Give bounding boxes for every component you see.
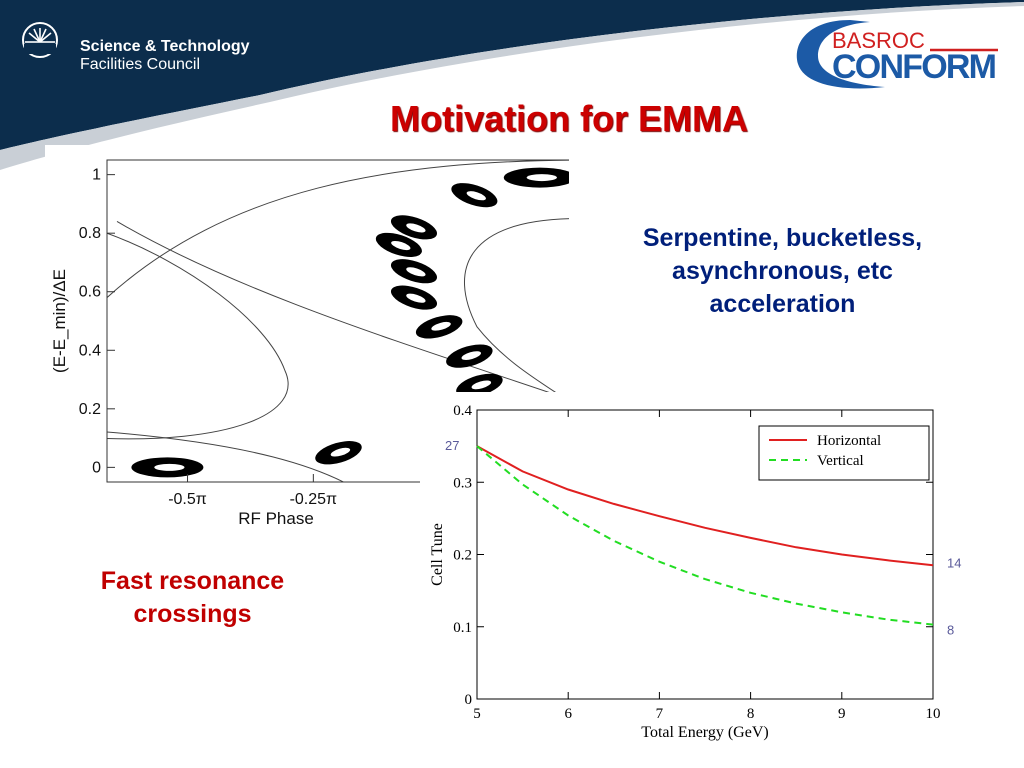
separatrix-curve xyxy=(116,221,570,401)
bunch-markers xyxy=(131,167,570,478)
bullet-right-line: Serpentine, bucketless, xyxy=(642,224,923,252)
y-tick-label: 0 xyxy=(465,692,473,708)
bunch-inner xyxy=(154,463,185,471)
x-tick-label: -0.5π xyxy=(168,491,207,508)
bunch-inner xyxy=(471,380,492,390)
y-axis-label: Cell Tune xyxy=(429,523,446,586)
y-tick-label: 0.4 xyxy=(453,403,472,419)
x-tick-label: -0.25π xyxy=(290,491,338,508)
y-tick-label: 0.8 xyxy=(79,225,101,242)
x-tick-label: 7 xyxy=(656,706,664,722)
series-line-vertical xyxy=(476,445,934,626)
separatrix-curve xyxy=(464,218,570,403)
tune-chart: 0 0.1 0.2 0.3 0.4 5 6 7 8 9 10 Total Energy (GeV) Ce… xyxy=(420,392,980,754)
logo-top-text: BASROC xyxy=(832,28,925,53)
bunch-inner xyxy=(330,447,351,457)
bunch-marker xyxy=(131,457,204,478)
bunch-marker xyxy=(446,344,493,368)
bunch-inner xyxy=(406,267,426,277)
slide-title: Motivation for EMMA xyxy=(390,98,748,139)
separatrix-curve xyxy=(107,431,345,482)
bullet-right-line: acceleration xyxy=(709,290,856,318)
y-tick-label: 0.2 xyxy=(453,548,472,564)
y-tick-label: 0 xyxy=(92,459,101,476)
phase-right-cover xyxy=(569,155,575,487)
annotation-horizontal-end: 14 xyxy=(947,555,961,570)
bunch-inner xyxy=(406,293,426,303)
separatrix-group xyxy=(107,160,570,482)
bullet-right-line: asynchronous, etc xyxy=(672,257,893,285)
y-tick-label: 0.3 xyxy=(453,475,472,491)
x-tick-label: 5 xyxy=(473,706,481,722)
bullet-left-line: Fast resonance xyxy=(100,567,285,595)
y-tick-label: 0.4 xyxy=(79,342,101,359)
conform-logo: BASROC CONFORM xyxy=(796,20,998,89)
series-line-horizontal xyxy=(476,445,934,567)
bunch-marker xyxy=(415,315,463,339)
bunch-marker xyxy=(315,441,362,465)
x-axis-label: RF Phase xyxy=(238,509,314,525)
bunch-inner xyxy=(406,223,426,233)
legend-box xyxy=(758,425,930,481)
legend-label: Horizontal xyxy=(817,433,881,449)
x-tick-label: 6 xyxy=(564,706,572,722)
bunch-inner xyxy=(466,191,486,201)
bunch-inner xyxy=(461,351,482,360)
bunch-inner xyxy=(431,321,451,331)
bullet-serpentine: Serpentine, bucketless, asynchronous, et… xyxy=(575,222,990,321)
annotation-vertical-end: 8 xyxy=(947,623,954,638)
bunch-inner xyxy=(526,174,557,182)
bunch-inner xyxy=(391,240,411,251)
separatrix-curve xyxy=(107,232,289,440)
y-axis-label: (E-E_min)/ΔE xyxy=(50,269,69,373)
x-axis-label: Total Energy (GeV) xyxy=(641,724,768,741)
y-tick-label: 0.6 xyxy=(79,284,101,301)
bunch-marker xyxy=(390,285,438,310)
bunch-marker xyxy=(451,183,498,208)
x-tick-label: 10 xyxy=(926,706,941,722)
logo-bottom-text: CONFORM xyxy=(832,48,997,86)
bullet-fast-resonance: Fast resonance crossings xyxy=(40,565,345,631)
y-tick-label: 1 xyxy=(92,167,101,184)
header-navy-swoosh xyxy=(0,0,1024,150)
bunch-marker xyxy=(390,215,438,240)
header-band xyxy=(0,0,1024,170)
annotation-start: 27 xyxy=(445,438,459,453)
org-name-line2: Facilities Council xyxy=(80,56,201,73)
y-tick-label: 0.2 xyxy=(79,401,101,418)
bunch-marker xyxy=(503,167,570,188)
org-name-line1: Science & Technology xyxy=(80,38,250,55)
separatrix-curve xyxy=(107,160,570,298)
x-tick-label: 8 xyxy=(747,706,755,722)
bunch-marker xyxy=(456,373,503,398)
phase-space-chart: 00.20.40.60.81-0.5π-0.25π0π0.2RF Phase(E… xyxy=(45,145,575,525)
legend-label: Vertical xyxy=(817,453,864,469)
bullet-left-line: crossings xyxy=(133,600,252,628)
sunburst-icon xyxy=(22,22,58,58)
y-tick-label: 0.1 xyxy=(453,620,472,636)
logo-swoosh xyxy=(796,20,885,89)
x-tick-label: 9 xyxy=(838,706,846,722)
bunch-marker xyxy=(390,259,438,284)
bunch-marker xyxy=(375,232,422,257)
